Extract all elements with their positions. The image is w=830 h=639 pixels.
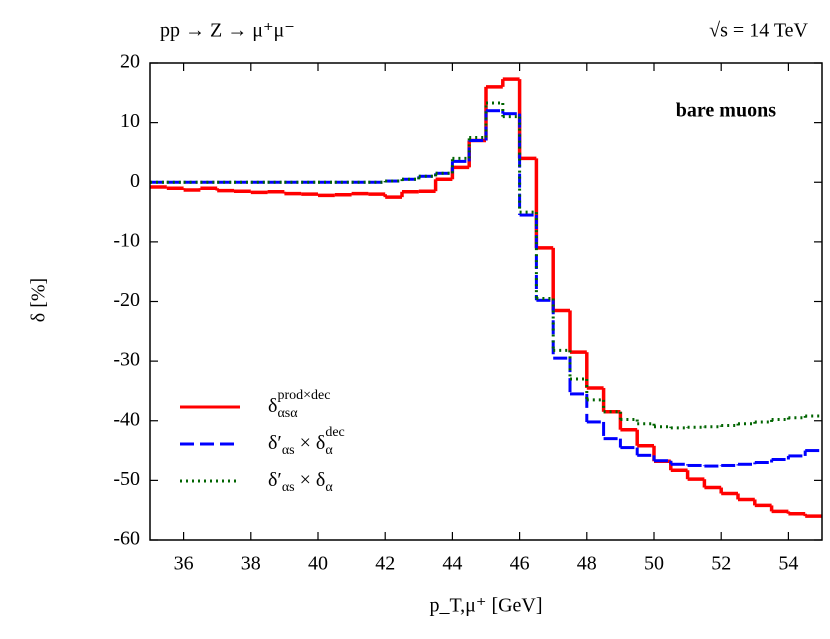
plot-frame <box>149 62 823 541</box>
legend-label-part: × δ <box>295 469 326 491</box>
x-axis-label: p_T,μ⁺ [GeV] <box>429 595 542 617</box>
x-tick-label: 46 <box>510 553 530 575</box>
legend-label-part: α <box>325 443 333 458</box>
y-tick-label: 0 <box>130 170 140 192</box>
x-tick-label: 38 <box>241 553 261 575</box>
y-axis-label: δ [%] <box>28 278 50 322</box>
y-tick-label: -50 <box>113 468 140 490</box>
legend-label: δαsα prod×dec <box>268 388 330 421</box>
chart-subtitle: √s = 14 TeV <box>709 20 808 42</box>
legend-label-part: prod×dec <box>277 388 330 403</box>
legend-label-part: αs <box>282 443 295 458</box>
legend-label-part: δ′ <box>268 469 282 491</box>
y-tick-label: -30 <box>113 349 140 371</box>
x-tick-label: 52 <box>711 553 731 575</box>
legend-label-part: δ <box>268 395 277 417</box>
y-tick-label: -40 <box>113 408 140 430</box>
x-tick-label: 48 <box>577 553 597 575</box>
series <box>150 77 822 518</box>
legend-label-part: α <box>325 480 333 495</box>
x-tick-label: 40 <box>308 553 328 575</box>
legend-label-part: αsα <box>277 406 298 421</box>
x-tick-label: 54 <box>778 553 798 575</box>
y-tick-label: -60 <box>113 528 140 550</box>
legend-label-part: × δ <box>295 432 326 454</box>
x-tick-label: 42 <box>375 553 395 575</box>
series <box>150 101 822 430</box>
y-tick-label: 20 <box>120 51 140 73</box>
y-tick-label: -20 <box>113 289 140 311</box>
x-tick-label: 50 <box>644 553 664 575</box>
series <box>150 109 822 468</box>
x-tick-label: 44 <box>442 553 462 575</box>
y-tick-label: -10 <box>113 229 140 251</box>
legend-label: δ′αs × δα dec <box>268 425 345 458</box>
chart-title: pp → Z → μ⁺μ⁻ <box>160 20 295 42</box>
legend-label-part: δ′ <box>268 432 282 454</box>
annotation: bare muons <box>676 100 776 122</box>
x-tick-label: 36 <box>174 553 194 575</box>
y-tick-label: 10 <box>120 110 140 132</box>
legend-label-part: dec <box>325 425 344 440</box>
legend-label: δ′αs × δα <box>268 469 333 496</box>
legend-label-part: αs <box>282 480 295 495</box>
